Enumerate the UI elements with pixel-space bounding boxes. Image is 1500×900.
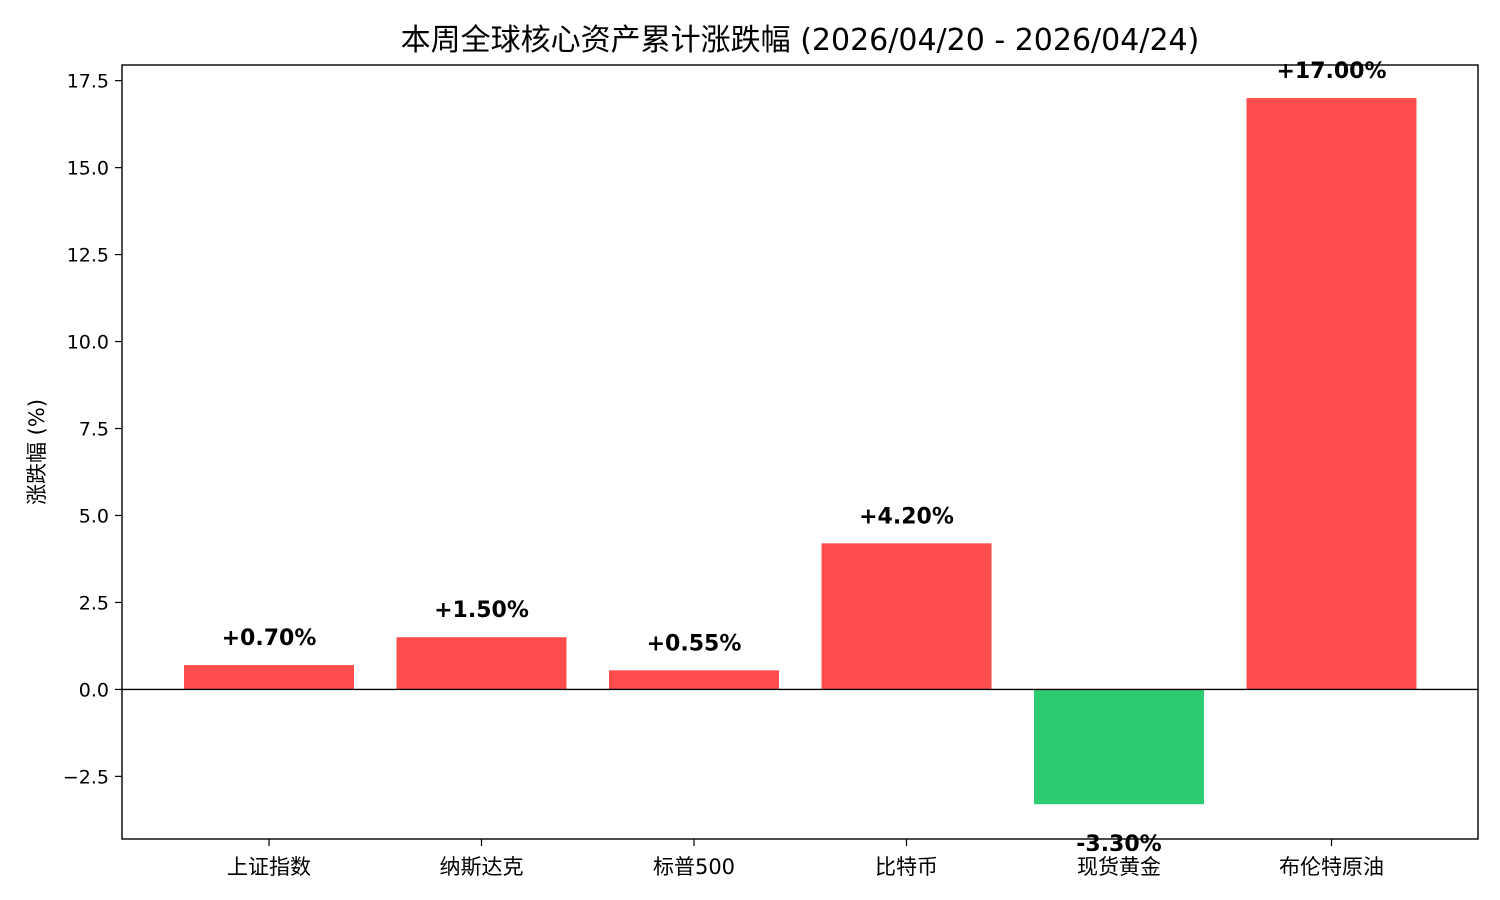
data-label: +1.50%: [434, 598, 529, 623]
x-tick-label: 比特币: [875, 855, 938, 879]
y-tick-label: 10.0: [67, 332, 109, 354]
bar: [1034, 689, 1204, 805]
data-label: +0.70%: [222, 626, 317, 651]
bar: [184, 665, 354, 690]
x-tick-label: 布伦特原油: [1279, 855, 1384, 879]
bar: [1246, 98, 1417, 690]
y-tick-label: 2.5: [79, 592, 109, 614]
x-tick-label: 现货黄金: [1077, 855, 1161, 879]
y-tick-label: 7.5: [79, 419, 109, 441]
bar: [609, 670, 779, 690]
y-tick-label: −2.5: [63, 766, 109, 788]
y-tick-label: 0.0: [79, 679, 109, 701]
y-tick-label: 5.0: [79, 505, 109, 527]
data-label: +0.55%: [647, 631, 742, 656]
x-tick-label: 纳斯达克: [440, 855, 524, 879]
y-tick-label: 17.5: [67, 71, 109, 93]
x-tick-label: 上证指数: [227, 855, 311, 879]
bar: [396, 637, 567, 690]
y-tick-label: 15.0: [67, 158, 109, 180]
chart-title: 本周全球核心资产累计涨跌幅 (2026/04/20 - 2026/04/24): [401, 23, 1200, 58]
x-tick-label: 标普500: [653, 855, 735, 879]
data-label: +4.20%: [859, 504, 954, 529]
data-label: +17.00%: [1276, 59, 1386, 84]
plot-area: +0.70% 上证指数 +1.50% 纳斯达克 +0.55% 标普500 +4.20% 比特币…: [63, 59, 1479, 879]
y-axis-label: 涨跌幅 (%): [25, 399, 49, 505]
plot-frame: [121, 64, 1479, 840]
y-tick-label: 12.5: [67, 245, 109, 267]
bar: [821, 543, 992, 690]
